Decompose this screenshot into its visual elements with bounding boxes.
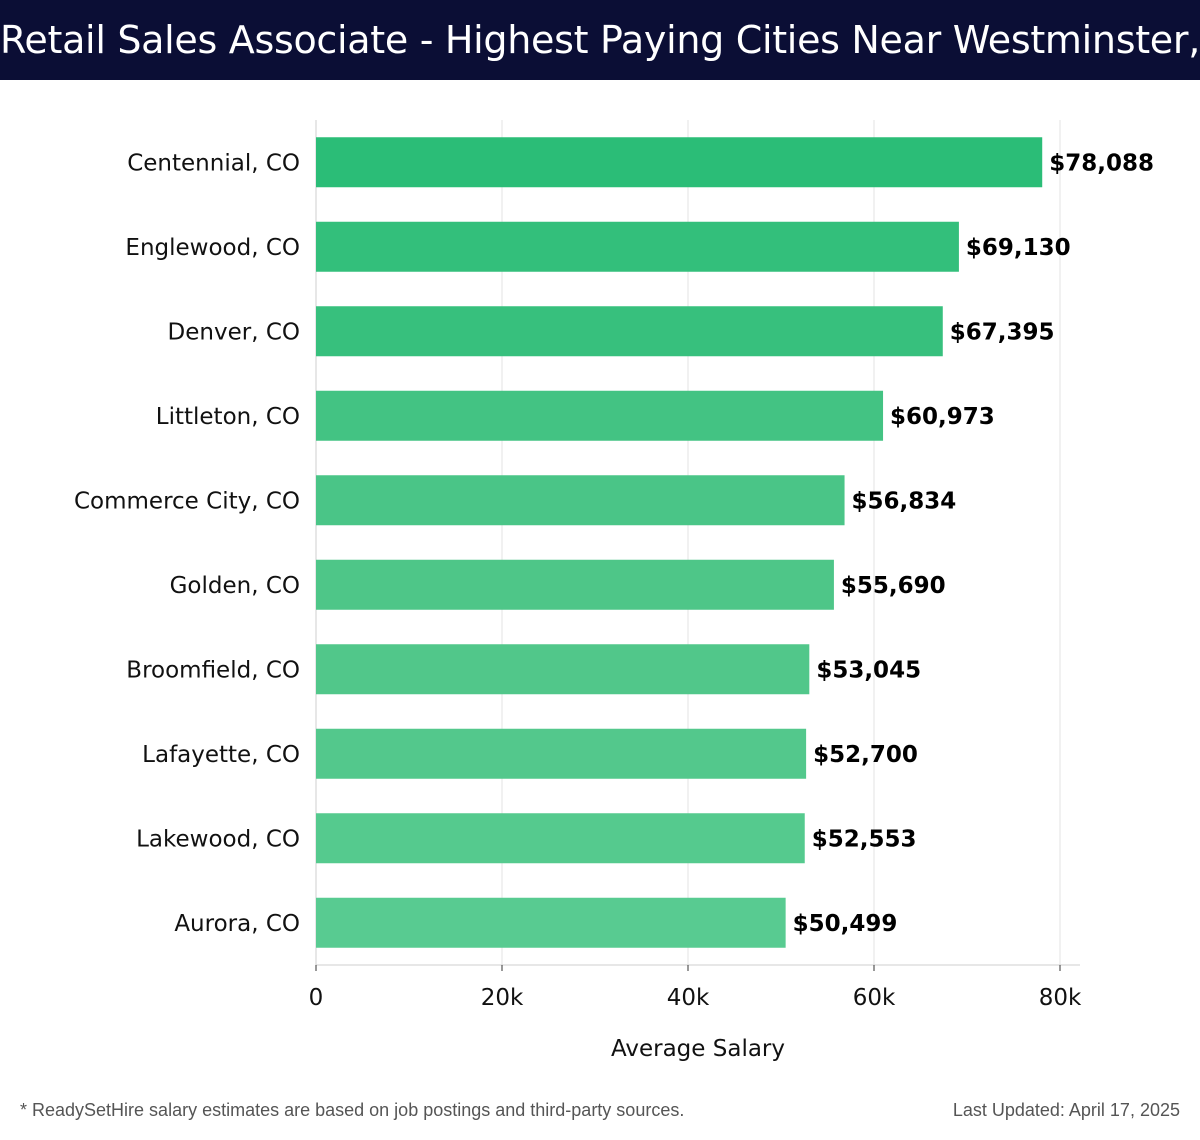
x-tick-label-2: 40k [667,985,710,1011]
bar-1 [316,137,1043,188]
category-label-10: Aurora, CO [174,911,300,937]
bar-6 [316,559,834,610]
category-label-6: Golden, CO [170,573,300,599]
footer-note: * ReadySetHire salary estimates are base… [20,1100,685,1120]
bar-4 [316,390,884,441]
x-tick-label-3: 60k [853,985,896,1011]
category-label-7: Broomfield, CO [126,657,300,683]
value-label-10: $50,499 [793,911,898,937]
x-axis-title: Average Salary [611,1036,785,1062]
bar-2 [316,221,959,272]
bar-5 [316,475,845,526]
x-tick-label-0: 0 [309,985,324,1011]
bar-10 [316,897,786,948]
bar-3 [316,306,943,357]
value-label-7: $53,045 [816,657,921,683]
category-label-4: Littleton, CO [156,404,300,430]
value-label-4: $60,973 [890,404,995,430]
value-label-1: $78,088 [1049,150,1154,176]
category-label-3: Denver, CO [168,319,300,345]
category-label-2: Englewood, CO [125,235,300,261]
value-label-9: $52,553 [812,826,917,852]
chart-title: Retail Sales Associate - Highest Paying … [0,0,1200,80]
salary-bar-chart: Centennial, CO $78,088 Englewood, CO $69,13… [74,120,1154,1062]
x-tick-label-4: 80k [1039,985,1082,1011]
last-updated: Last Updated: April 17, 2025 [952,1100,1180,1120]
bar-8 [316,728,807,779]
value-label-2: $69,130 [966,235,1071,261]
value-label-8: $52,700 [813,742,918,768]
category-label-8: Lafayette, CO [142,742,300,768]
category-label-1: Centennial, CO [127,150,300,176]
category-label-9: Lakewood, CO [136,826,300,852]
bar-9 [316,813,805,864]
value-label-3: $67,395 [950,319,1055,345]
category-label-5: Commerce City, CO [74,488,300,514]
value-label-6: $55,690 [841,573,946,599]
x-tick-label-1: 20k [481,985,524,1011]
bar-7 [316,644,810,695]
value-label-5: $56,834 [852,488,957,514]
